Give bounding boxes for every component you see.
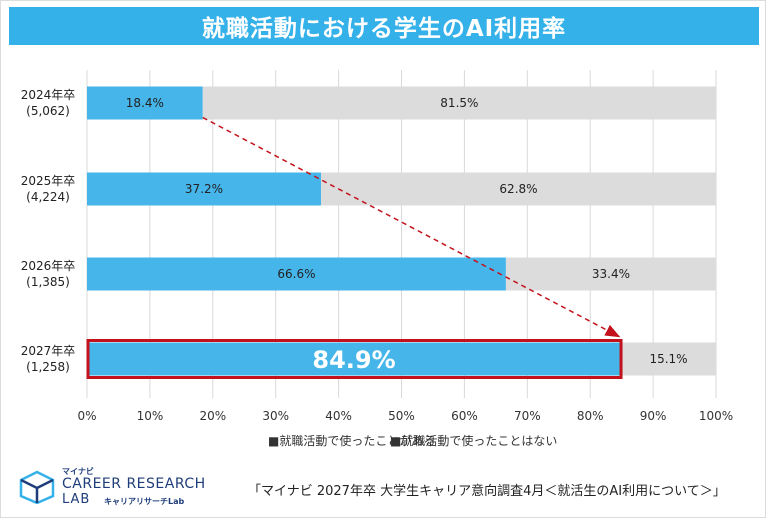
bar-label-used: 18.4% <box>126 96 164 110</box>
legend-item-used: ■就職活動で使ったことがある <box>268 433 435 448</box>
category-count-label: (4,224) <box>26 190 70 204</box>
bar-used <box>87 342 622 376</box>
bar-label-not-used: 81.5% <box>440 96 478 110</box>
logo-lab-text: LAB <box>62 492 91 507</box>
bar-label-used: 66.6% <box>277 267 315 281</box>
trend-arrow <box>202 116 621 338</box>
x-tick-label: 10% <box>137 409 164 423</box>
source-note: 「マイナビ 2027年卒 大学生キャリア意向調査4月＜就活生のAI利用について＞… <box>248 484 726 499</box>
x-tick-label: 100% <box>699 409 733 423</box>
category-labels: 2024年卒 (5,062) 2025年卒 (4,224) 2026年卒 (1,385) 2… <box>21 88 76 374</box>
bar-not-used <box>505 257 716 291</box>
bar-used <box>87 86 203 120</box>
bar-used <box>87 172 321 206</box>
category-label: 2025年卒 <box>21 174 76 188</box>
bar-label-used: 37.2% <box>185 182 223 196</box>
category-label: 2024年卒 <box>21 88 76 102</box>
x-tick-label: 40% <box>325 409 352 423</box>
logo-cube-icon <box>19 470 55 504</box>
x-tick-label: 20% <box>199 409 226 423</box>
logo-kana-text: キャリアリサーチLab <box>104 497 185 506</box>
bar-label-not-used: 15.1% <box>649 352 687 366</box>
x-tick-label: 30% <box>262 409 289 423</box>
category-count-label: (1,258) <box>26 360 70 374</box>
bar-label-not-used: 62.8% <box>499 182 537 196</box>
x-tick-label: 80% <box>577 409 604 423</box>
bar-label-not-used: 33.4% <box>592 267 630 281</box>
bar-not-used <box>202 86 717 120</box>
x-tick-label: 50% <box>388 409 415 423</box>
bar-used <box>87 257 506 291</box>
category-count-label: (5,062) <box>26 104 70 118</box>
category-count-label: (1,385) <box>26 275 70 289</box>
logo: マイナビ CAREER RESEARCH LAB キャリアリサーチLab <box>18 466 238 510</box>
bar-label-used: 84.9% <box>312 346 395 374</box>
bar-not-used <box>621 342 716 376</box>
category-label: 2027年卒 <box>21 344 76 358</box>
bar-labels: 18.4% 81.5% 37.2% 62.8% 66.6% 33.4% 84.9% 15.1% <box>126 96 688 374</box>
bar-not-used <box>320 172 716 206</box>
category-label: 2026年卒 <box>21 259 76 273</box>
x-tick-label: 60% <box>451 409 478 423</box>
legend-item-not-used: ■就職活動で使ったことはない <box>390 433 557 448</box>
x-tick-label: 0% <box>77 409 96 423</box>
x-tick-labels: 0% 10% 20% 30% 40% 50% 60% 70% 80% 90% 100% <box>77 409 733 423</box>
highlight-box <box>86 339 623 379</box>
legend: ■就職活動で使ったことがある ■就職活動で使ったことはない <box>268 433 557 448</box>
logo-main-text: CAREER RESEARCH <box>62 476 206 492</box>
x-tick-label: 90% <box>640 409 667 423</box>
annotations <box>86 116 623 379</box>
logo-small-text: マイナビ <box>62 467 94 476</box>
x-tick-label: 70% <box>514 409 541 423</box>
chart-title: 就職活動における学生のAI利用率 <box>9 7 759 45</box>
bars <box>87 86 717 376</box>
